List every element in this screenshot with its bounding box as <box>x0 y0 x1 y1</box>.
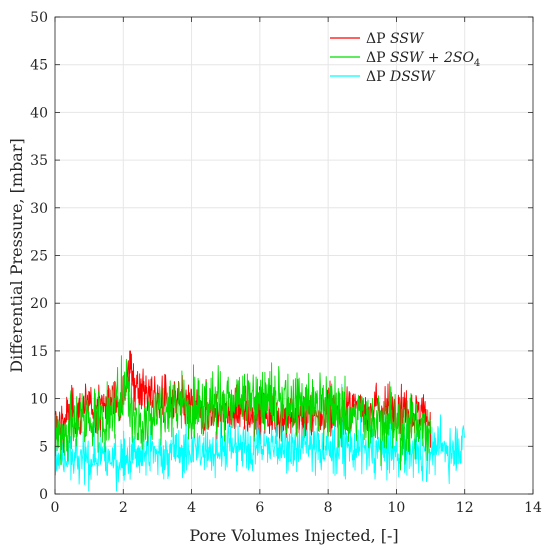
x-tick-label: 2 <box>119 500 128 516</box>
y-tick-label: 40 <box>30 105 48 121</box>
series-line-2 <box>54 383 466 492</box>
y-tick-label: 45 <box>30 58 48 74</box>
x-tick-label: 12 <box>456 500 474 516</box>
axes: 0 2 4 6 8 10 12 14 0 5 10 15 20 25 30 35 40 45 50 <box>30 10 542 516</box>
y-axis-label: Differential Pressure, [mbar] <box>7 138 26 372</box>
y-tick-label: 25 <box>30 249 48 265</box>
y-tick-label: 20 <box>30 296 48 312</box>
y-tick-label: 15 <box>30 344 48 360</box>
y-tick-label: 10 <box>30 392 48 408</box>
legend-label-0: ΔP SSW <box>366 31 425 47</box>
x-tick-label: 14 <box>524 500 542 516</box>
x-tick-label: 6 <box>255 500 264 516</box>
y-tick-label: 5 <box>39 439 48 455</box>
y-tick-label: 50 <box>30 10 48 26</box>
y-tick-label: 0 <box>39 487 48 503</box>
plot-area <box>54 350 466 492</box>
y-tick-label: 30 <box>30 201 48 217</box>
x-tick-label: 8 <box>324 500 333 516</box>
y-tick-label: 35 <box>30 153 48 169</box>
x-tick-label: 10 <box>388 500 406 516</box>
x-tick-label: 4 <box>187 500 196 516</box>
legend-label-1: ΔP SSW + 2SO4 <box>366 50 480 69</box>
series-line-1 <box>54 355 432 471</box>
x-tick-label: 0 <box>51 500 60 516</box>
legend-label-2: ΔP DSSW <box>366 69 436 85</box>
x-axis-label: Pore Volumes Injected, [-] <box>189 526 398 545</box>
